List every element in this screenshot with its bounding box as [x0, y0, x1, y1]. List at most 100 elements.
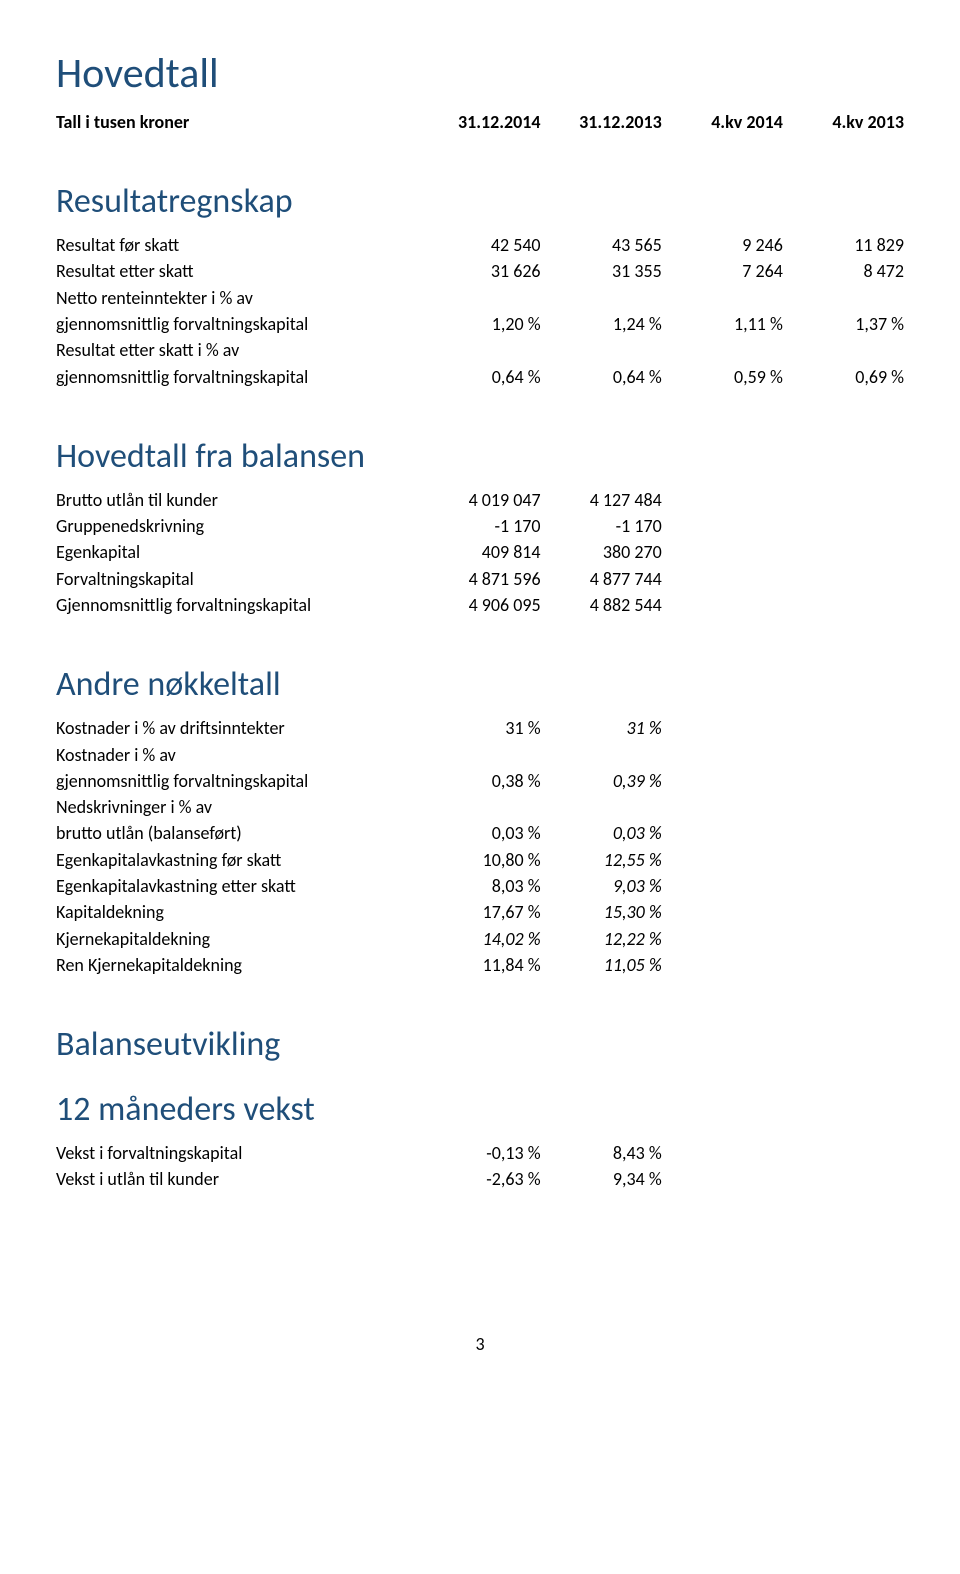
value-cell — [662, 768, 783, 794]
value-cell: 15,30 % — [541, 899, 662, 925]
value-cell: 0,69 % — [783, 364, 904, 390]
value-cell: 4 877 744 — [541, 566, 662, 592]
value-cell: 11 829 — [783, 232, 904, 258]
value-cell: 380 270 — [541, 539, 662, 565]
value-cell — [783, 487, 904, 513]
value-cell: 12,22 % — [541, 926, 662, 952]
value-cell — [662, 487, 783, 513]
value-cell — [783, 873, 904, 899]
section-heading: Balanseutvikling — [56, 978, 904, 1075]
value-cell: 10,80 % — [419, 847, 540, 873]
value-cell: 1,20 % — [419, 311, 540, 337]
row-label: Kapitaldekning — [56, 899, 419, 925]
page-title: Hovedtall — [56, 48, 904, 99]
value-cell — [662, 873, 783, 899]
row-label: Brutto utlån til kunder — [56, 487, 419, 513]
value-cell — [783, 592, 904, 618]
value-cell: 8,43 % — [541, 1140, 662, 1166]
value-cell: 4 127 484 — [541, 487, 662, 513]
value-cell — [662, 1140, 783, 1166]
value-cell: 0,38 % — [419, 768, 540, 794]
value-cell: 14,02 % — [419, 926, 540, 952]
value-cell: 7 264 — [662, 258, 783, 284]
value-cell: 0,03 % — [541, 820, 662, 846]
column-header: 4.kv 2014 — [662, 109, 783, 135]
value-cell: 409 814 — [419, 539, 540, 565]
value-cell — [662, 952, 783, 978]
row-label: Resultat etter skatt i % av — [56, 337, 904, 363]
row-label: Gruppenedskrivning — [56, 513, 419, 539]
subtitle: Tall i tusen kroner — [56, 109, 419, 135]
value-cell: 4 882 544 — [541, 592, 662, 618]
value-cell — [783, 566, 904, 592]
value-cell: 4 019 047 — [419, 487, 540, 513]
value-cell: 9,03 % — [541, 873, 662, 899]
value-cell: 31 % — [419, 715, 540, 741]
value-cell: 0,03 % — [419, 820, 540, 846]
value-cell: 11,05 % — [541, 952, 662, 978]
value-cell: 8 472 — [783, 258, 904, 284]
value-cell: 43 565 — [541, 232, 662, 258]
value-cell — [783, 1166, 904, 1192]
value-cell — [662, 1166, 783, 1192]
row-label: Egenkapitalavkastning før skatt — [56, 847, 419, 873]
value-cell: 1,24 % — [541, 311, 662, 337]
value-cell: -2,63 % — [419, 1166, 540, 1192]
value-cell — [662, 899, 783, 925]
value-cell: 4 906 095 — [419, 592, 540, 618]
main-table: Tall i tusen kroner31.12.201431.12.20134… — [56, 109, 904, 1193]
value-cell — [783, 513, 904, 539]
value-cell — [783, 715, 904, 741]
value-cell — [662, 539, 783, 565]
value-cell: 0,59 % — [662, 364, 783, 390]
row-label: Kjernekapitaldekning — [56, 926, 419, 952]
row-label: Nedskrivninger i % av — [56, 794, 904, 820]
value-cell: 31 % — [541, 715, 662, 741]
section-heading: Hovedtall fra balansen — [56, 390, 904, 487]
section-heading: Resultatregnskap — [56, 135, 904, 232]
page-number: 3 — [56, 1333, 904, 1355]
row-label: Kostnader i % av — [56, 742, 904, 768]
value-cell: 0,64 % — [419, 364, 540, 390]
value-cell: 0,64 % — [541, 364, 662, 390]
value-cell: 4 871 596 — [419, 566, 540, 592]
section-heading: 12 måneders vekst — [56, 1075, 904, 1140]
row-label: Netto renteinntekter i % av — [56, 285, 904, 311]
value-cell: 31 355 — [541, 258, 662, 284]
value-cell: 0,39 % — [541, 768, 662, 794]
row-label: Resultat etter skatt — [56, 258, 419, 284]
row-label: gjennomsnittlig forvaltningskapital — [56, 311, 419, 337]
value-cell: -0,13 % — [419, 1140, 540, 1166]
value-cell — [783, 820, 904, 846]
row-label: Ren Kjernekapitaldekning — [56, 952, 419, 978]
row-label: Kostnader i % av driftsinntekter — [56, 715, 419, 741]
value-cell: 9,34 % — [541, 1166, 662, 1192]
value-cell — [783, 952, 904, 978]
value-cell: 1,11 % — [662, 311, 783, 337]
value-cell — [783, 899, 904, 925]
value-cell: 8,03 % — [419, 873, 540, 899]
section-heading: Andre nøkkeltall — [56, 618, 904, 715]
value-cell: 31 626 — [419, 258, 540, 284]
value-cell — [783, 847, 904, 873]
row-label: Egenkapital — [56, 539, 419, 565]
value-cell: 12,55 % — [541, 847, 662, 873]
column-header: 31.12.2013 — [541, 109, 662, 135]
row-label: gjennomsnittlig forvaltningskapital — [56, 364, 419, 390]
row-label: Resultat før skatt — [56, 232, 419, 258]
value-cell — [783, 1140, 904, 1166]
column-header: 31.12.2014 — [419, 109, 540, 135]
value-cell — [662, 715, 783, 741]
value-cell — [662, 592, 783, 618]
row-label: Vekst i utlån til kunder — [56, 1166, 419, 1192]
value-cell: -1 170 — [541, 513, 662, 539]
value-cell — [662, 926, 783, 952]
value-cell: -1 170 — [419, 513, 540, 539]
value-cell — [662, 513, 783, 539]
row-label: brutto utlån (balanseført) — [56, 820, 419, 846]
value-cell — [662, 820, 783, 846]
value-cell — [662, 847, 783, 873]
value-cell: 1,37 % — [783, 311, 904, 337]
value-cell — [662, 566, 783, 592]
row-label: Vekst i forvaltningskapital — [56, 1140, 419, 1166]
